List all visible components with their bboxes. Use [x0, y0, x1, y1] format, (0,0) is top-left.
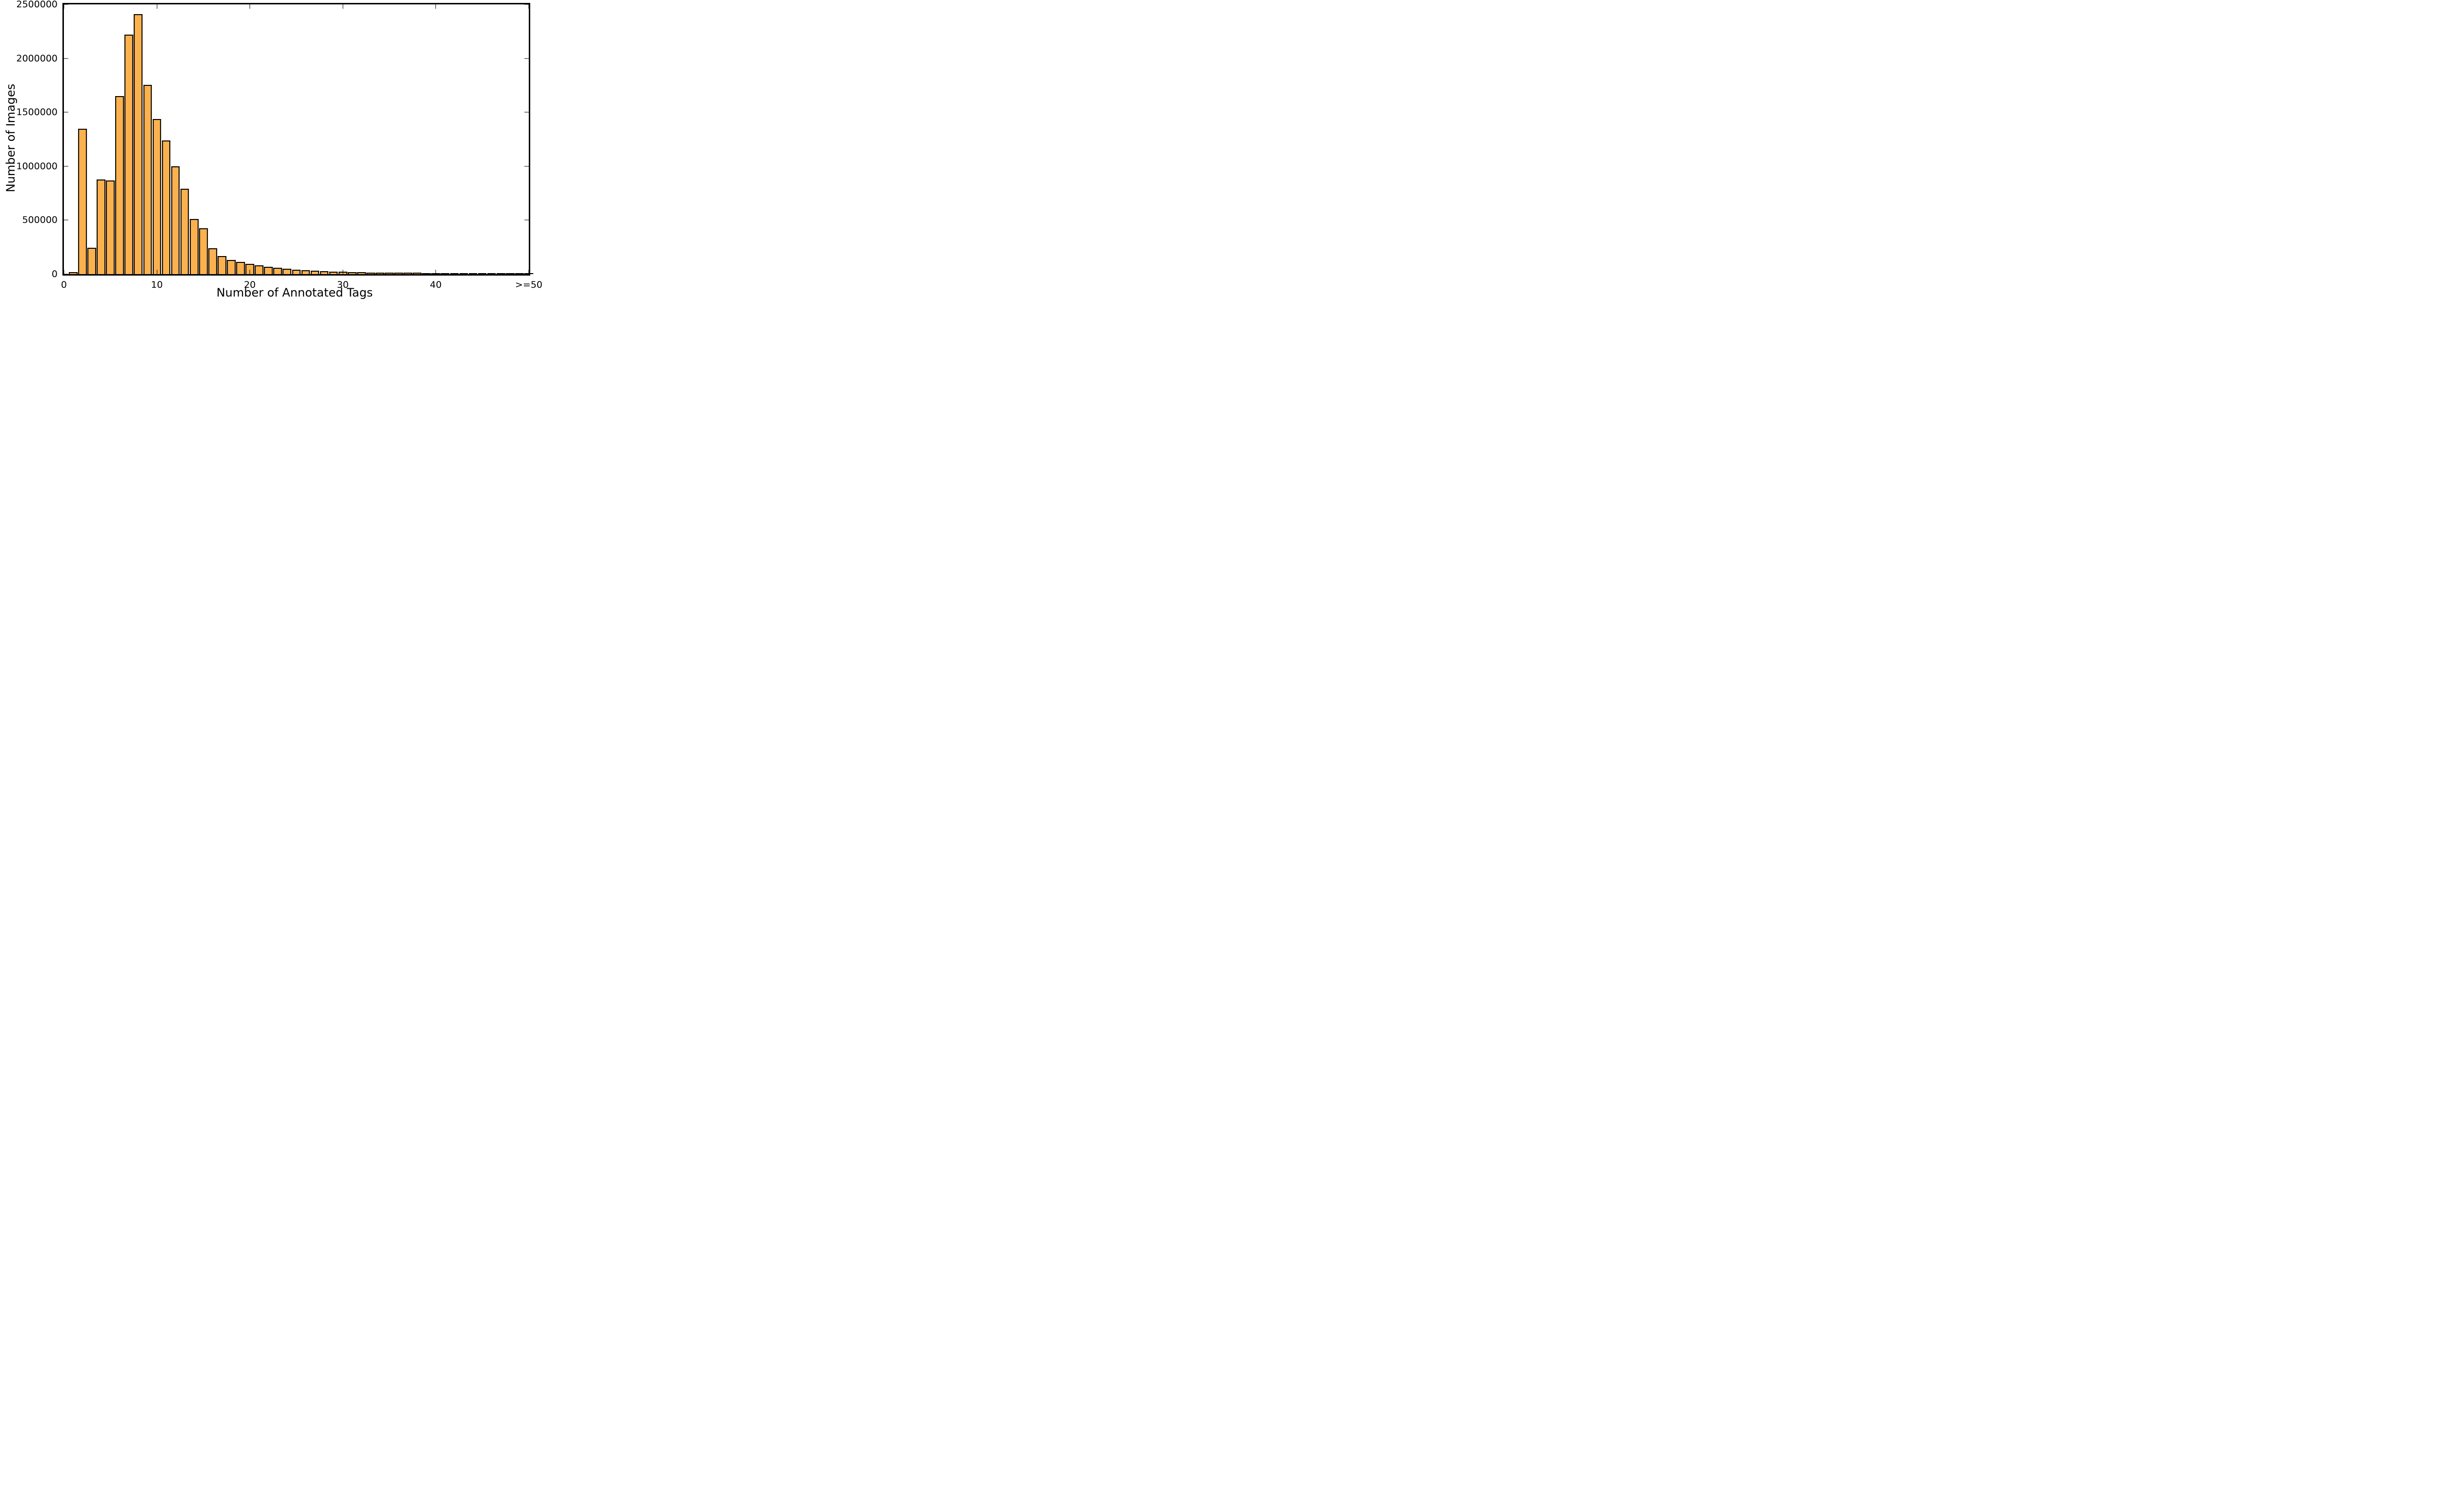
bar: [292, 269, 301, 274]
bar: [115, 96, 124, 274]
bar: [450, 273, 459, 274]
bar: [161, 140, 171, 274]
bar: [403, 273, 413, 274]
bar: [264, 266, 273, 274]
figure: 0 10 20 30 40 >=50 0 500000 1000000 1500000 200000…: [0, 0, 542, 302]
bar: [413, 273, 422, 274]
bar: [357, 272, 366, 274]
bar: [208, 248, 217, 274]
plot-area: [62, 3, 533, 276]
bar: [329, 271, 338, 274]
x-tick-label: 40: [430, 279, 442, 290]
bar: [189, 219, 199, 274]
y-tick-label: 500000: [22, 215, 58, 226]
bar: [385, 272, 394, 274]
y-tick: [64, 112, 68, 113]
x-tick-label: 0: [60, 279, 67, 290]
bar: [366, 272, 375, 274]
bar: [310, 271, 320, 274]
bar: [106, 180, 115, 274]
x-tick: [342, 4, 343, 9]
bar: [394, 273, 403, 274]
y-tick: [524, 4, 529, 5]
bar: [506, 273, 515, 274]
bar: [459, 273, 468, 274]
bar: [468, 273, 478, 274]
bar: [320, 271, 329, 274]
bar: [376, 272, 384, 274]
bar: [87, 247, 97, 274]
bar: [273, 268, 282, 274]
bar: [255, 265, 264, 274]
bar: [301, 270, 310, 274]
bar: [422, 273, 431, 274]
y-tick: [64, 4, 68, 5]
x-tick-label: 30: [337, 279, 349, 290]
x-tick-label: 10: [151, 279, 163, 290]
bar: [134, 14, 143, 274]
bar: [348, 272, 357, 274]
bar: [515, 273, 524, 274]
y-axis-title: Number of Images: [4, 83, 18, 193]
bar: [124, 35, 134, 274]
y-tick-label: 1500000: [16, 107, 58, 118]
bar: [487, 273, 496, 274]
bar: [78, 128, 87, 274]
bar: [496, 273, 505, 274]
y-tick-label: 0: [51, 269, 58, 279]
y-tick-label: 2000000: [16, 53, 58, 64]
bar: [69, 272, 78, 274]
x-axis-title: Number of Annotated Tags: [216, 286, 373, 299]
bar: [227, 260, 236, 274]
bar: [97, 179, 106, 274]
y-tick: [524, 112, 529, 113]
y-tick: [524, 58, 529, 59]
bar: [180, 189, 189, 274]
y-tick-label: 2500000: [16, 0, 58, 10]
bar: [245, 263, 255, 274]
x-tick: [342, 270, 343, 274]
bar: [282, 269, 292, 274]
bar: [199, 228, 208, 274]
y-tick: [524, 274, 529, 275]
y-tick: [64, 274, 68, 275]
bar: [218, 256, 226, 274]
bar: [152, 119, 161, 274]
bar: [171, 166, 180, 274]
bar: [143, 85, 152, 274]
x-tick-label: >=50: [515, 279, 542, 290]
y-tick-label: 1000000: [16, 160, 58, 172]
bar: [236, 262, 245, 274]
x-tick-label: 20: [244, 279, 256, 290]
bar: [440, 273, 450, 274]
y-tick: [64, 58, 68, 59]
bar: [478, 273, 487, 274]
